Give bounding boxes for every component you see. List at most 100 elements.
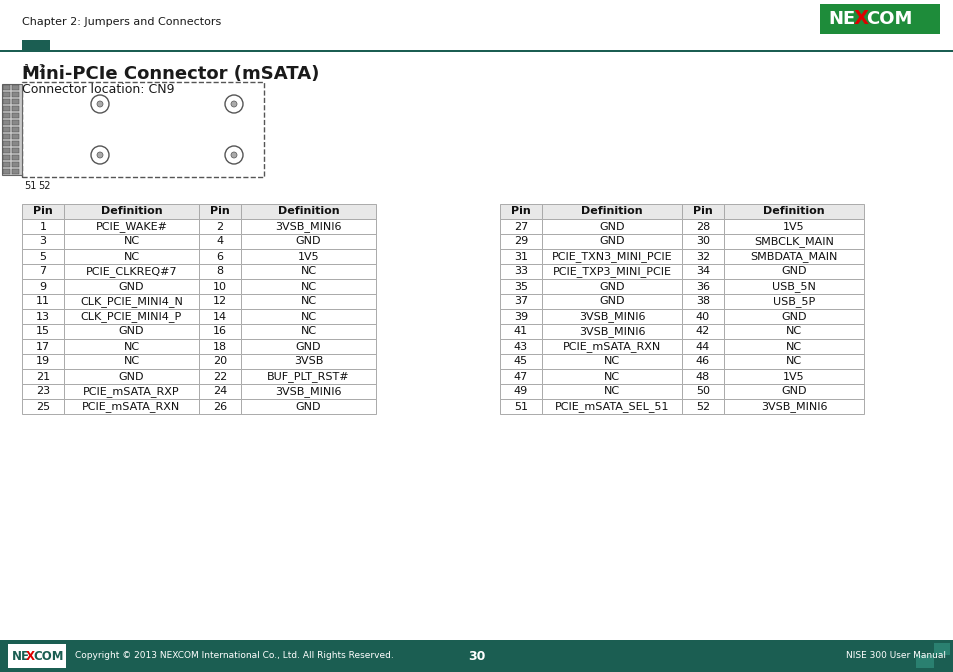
Bar — [541, 249, 681, 264]
Bar — [199, 324, 241, 339]
Bar — [541, 219, 681, 234]
Text: NC: NC — [603, 386, 619, 396]
Bar — [241, 399, 375, 414]
Bar — [64, 219, 199, 234]
Text: 5: 5 — [39, 251, 47, 261]
Bar — [3, 169, 10, 174]
Bar — [3, 127, 10, 132]
Bar — [723, 219, 863, 234]
Text: 3VSB: 3VSB — [294, 357, 323, 366]
Text: NC: NC — [300, 267, 316, 276]
Bar — [12, 113, 19, 118]
Text: 45: 45 — [514, 357, 528, 366]
Text: SMBCLK_MAIN: SMBCLK_MAIN — [753, 236, 833, 247]
Bar — [199, 369, 241, 384]
Bar — [64, 324, 199, 339]
Bar — [681, 279, 723, 294]
Bar — [199, 219, 241, 234]
Bar — [12, 120, 19, 125]
Text: 23: 23 — [36, 386, 50, 396]
Text: 27: 27 — [514, 222, 528, 231]
Text: PCIE_mSATA_RXN: PCIE_mSATA_RXN — [562, 341, 660, 352]
Text: GND: GND — [598, 296, 624, 306]
Bar — [541, 369, 681, 384]
Bar — [241, 384, 375, 399]
Text: GND: GND — [781, 386, 806, 396]
Text: GND: GND — [295, 341, 321, 351]
Text: GND: GND — [598, 282, 624, 292]
Bar — [22, 339, 64, 354]
Text: PCIE_TXN3_MINI_PCIE: PCIE_TXN3_MINI_PCIE — [551, 251, 672, 262]
Bar — [3, 85, 10, 90]
Text: 3VSB_MINI6: 3VSB_MINI6 — [275, 221, 341, 232]
Bar — [22, 264, 64, 279]
Text: GND: GND — [598, 237, 624, 247]
Bar — [22, 354, 64, 369]
Bar — [22, 384, 64, 399]
Text: 41: 41 — [514, 327, 528, 337]
Bar — [199, 279, 241, 294]
Bar — [64, 309, 199, 324]
Text: 30: 30 — [468, 650, 485, 663]
Bar — [3, 155, 10, 160]
Text: 10: 10 — [213, 282, 227, 292]
Bar — [241, 279, 375, 294]
Text: PCIE_mSATA_RXN: PCIE_mSATA_RXN — [82, 401, 180, 412]
Text: 51: 51 — [514, 401, 527, 411]
Bar — [241, 264, 375, 279]
Bar — [22, 324, 64, 339]
Text: 17: 17 — [36, 341, 50, 351]
Text: 18: 18 — [213, 341, 227, 351]
Bar — [241, 339, 375, 354]
Bar — [723, 249, 863, 264]
Text: PCIE_WAKE#: PCIE_WAKE# — [95, 221, 168, 232]
Bar — [499, 384, 541, 399]
Bar — [199, 354, 241, 369]
Text: Definition: Definition — [762, 206, 824, 216]
Bar — [681, 264, 723, 279]
Bar — [199, 234, 241, 249]
Text: 52: 52 — [38, 181, 51, 191]
Bar — [241, 234, 375, 249]
Bar — [499, 399, 541, 414]
Text: Pin: Pin — [511, 206, 530, 216]
Text: 36: 36 — [696, 282, 709, 292]
Bar — [64, 279, 199, 294]
Bar — [22, 369, 64, 384]
Bar — [3, 113, 10, 118]
Bar — [723, 309, 863, 324]
Text: NC: NC — [123, 251, 139, 261]
Bar — [681, 339, 723, 354]
Text: GND: GND — [295, 237, 321, 247]
Bar — [64, 294, 199, 309]
Text: Definition: Definition — [277, 206, 339, 216]
Bar — [2, 84, 22, 175]
Bar — [499, 324, 541, 339]
Text: 43: 43 — [514, 341, 528, 351]
Bar — [499, 219, 541, 234]
Text: 20: 20 — [213, 357, 227, 366]
Bar — [723, 354, 863, 369]
Text: 44: 44 — [695, 341, 709, 351]
Text: 1V5: 1V5 — [782, 372, 804, 382]
Text: 21: 21 — [36, 372, 50, 382]
Text: 13: 13 — [36, 312, 50, 321]
Text: 3VSB_MINI6: 3VSB_MINI6 — [578, 326, 644, 337]
Bar — [541, 399, 681, 414]
Bar — [723, 339, 863, 354]
Text: Mini-PCIe Connector (mSATA): Mini-PCIe Connector (mSATA) — [22, 65, 319, 83]
Bar — [681, 309, 723, 324]
Bar — [64, 204, 199, 219]
Text: 35: 35 — [514, 282, 527, 292]
Bar — [723, 384, 863, 399]
Text: NC: NC — [603, 357, 619, 366]
Text: NC: NC — [123, 357, 139, 366]
Text: 1V5: 1V5 — [297, 251, 319, 261]
Bar — [12, 106, 19, 111]
Bar — [499, 234, 541, 249]
Bar — [64, 234, 199, 249]
Bar — [12, 99, 19, 104]
Text: GND: GND — [781, 267, 806, 276]
Bar — [499, 279, 541, 294]
Bar — [723, 204, 863, 219]
